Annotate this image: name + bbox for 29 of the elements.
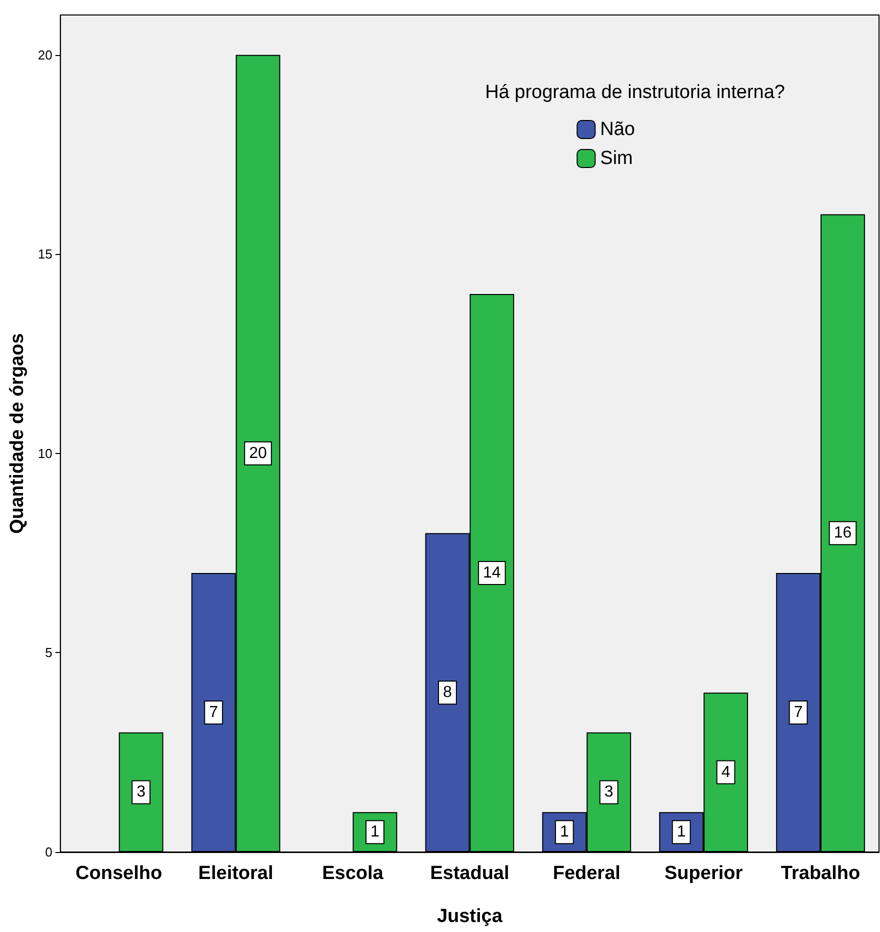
x-tick-label: Federal (552, 863, 620, 884)
data-label: 14 (483, 564, 501, 582)
y-tick-label: 5 (45, 645, 52, 660)
x-tick-label: Trabalho (780, 863, 860, 884)
y-axis-title: Quantidade de órgaos (7, 333, 28, 534)
data-label: 20 (249, 444, 268, 462)
data-label: 7 (209, 704, 218, 721)
data-label: 1 (370, 824, 380, 841)
data-label: 1 (676, 824, 686, 841)
y-tick-label: 15 (38, 246, 52, 262)
y-tick-label: 10 (38, 446, 52, 461)
x-tick-label: Superior (664, 863, 744, 884)
legend-label: Não (600, 119, 636, 140)
data-label: 8 (443, 684, 452, 702)
x-tick-label: Estadual (430, 863, 510, 884)
data-label: 4 (721, 764, 730, 781)
data-label: 1 (560, 824, 569, 841)
y-tick-label: 20 (38, 47, 52, 62)
x-tick-label: Eleitoral (198, 863, 274, 884)
data-label: 3 (604, 784, 614, 801)
x-tick-label: Conselho (76, 863, 162, 884)
data-label: 3 (136, 784, 146, 801)
y-tick-label: 0 (45, 844, 52, 860)
data-label: 7 (794, 704, 803, 721)
x-axis-title: Justiça (436, 906, 503, 927)
x-tick-label: Escola (322, 863, 384, 884)
data-label: 16 (834, 524, 852, 542)
legend-label: Sim (600, 148, 633, 169)
legend-title: Há programa de instrutoria interna? (485, 82, 785, 103)
